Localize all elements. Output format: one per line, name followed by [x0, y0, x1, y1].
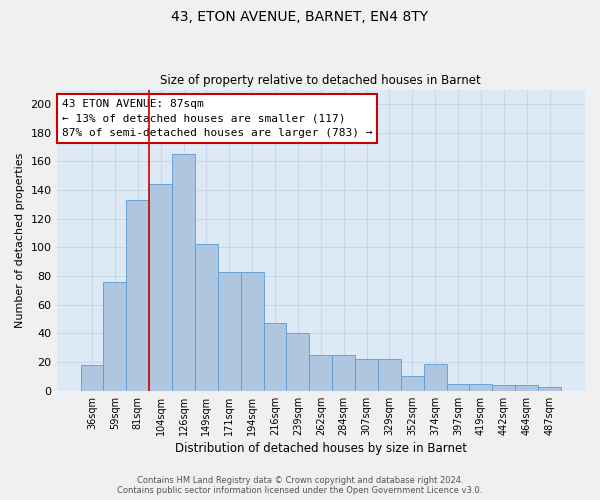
- X-axis label: Distribution of detached houses by size in Barnet: Distribution of detached houses by size …: [175, 442, 467, 455]
- Bar: [310, 355, 332, 391]
- Bar: [446, 384, 469, 391]
- Bar: [195, 244, 218, 391]
- Bar: [515, 385, 538, 391]
- Bar: [493, 385, 515, 391]
- Bar: [80, 365, 103, 391]
- Bar: [469, 384, 493, 391]
- Bar: [127, 200, 149, 391]
- Bar: [149, 184, 172, 391]
- Bar: [378, 360, 401, 391]
- Title: Size of property relative to detached houses in Barnet: Size of property relative to detached ho…: [160, 74, 481, 87]
- Y-axis label: Number of detached properties: Number of detached properties: [15, 152, 25, 328]
- Bar: [286, 334, 310, 391]
- Bar: [218, 272, 241, 391]
- Bar: [538, 386, 561, 391]
- Bar: [355, 360, 378, 391]
- Bar: [241, 272, 263, 391]
- Bar: [424, 364, 446, 391]
- Bar: [332, 355, 355, 391]
- Bar: [401, 376, 424, 391]
- Bar: [103, 282, 127, 391]
- Text: 43 ETON AVENUE: 87sqm
← 13% of detached houses are smaller (117)
87% of semi-det: 43 ETON AVENUE: 87sqm ← 13% of detached …: [62, 98, 373, 138]
- Bar: [172, 154, 195, 391]
- Text: 43, ETON AVENUE, BARNET, EN4 8TY: 43, ETON AVENUE, BARNET, EN4 8TY: [172, 10, 428, 24]
- Bar: [263, 324, 286, 391]
- Text: Contains HM Land Registry data © Crown copyright and database right 2024.
Contai: Contains HM Land Registry data © Crown c…: [118, 476, 482, 495]
